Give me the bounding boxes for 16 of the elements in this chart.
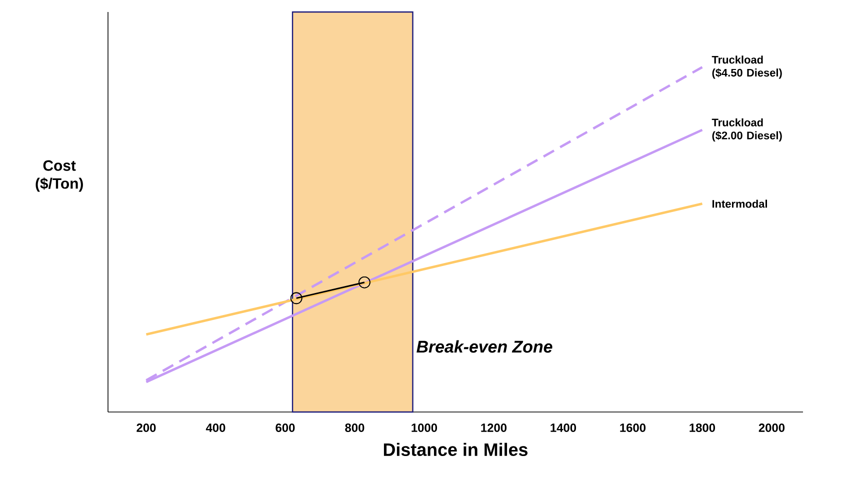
x-tick-label: 1800 bbox=[690, 424, 716, 432]
x-tick-label: 600 bbox=[276, 424, 295, 432]
series-label: Truckload ($4.50 Diesel) bbox=[712, 56, 782, 79]
x-tick-label: 400 bbox=[206, 424, 226, 432]
x-tick-label: 1600 bbox=[620, 424, 646, 432]
series-label: Truckload ($2.00 Diesel) bbox=[712, 118, 782, 142]
x-tick-label: 1000 bbox=[412, 424, 438, 432]
x-tick-label: 2000 bbox=[758, 424, 785, 432]
series-label: Intermodal bbox=[712, 200, 767, 208]
x-tick-label: 200 bbox=[136, 424, 156, 432]
x-tick-label: 1400 bbox=[550, 424, 576, 432]
x-tick-label: 800 bbox=[345, 424, 364, 432]
x-tick-label: 1200 bbox=[481, 424, 507, 432]
y-axis-title: Cost ($/Ton) bbox=[36, 160, 83, 192]
band-label: Break-even Zone bbox=[416, 340, 552, 353]
x-axis-title: Distance in Miles bbox=[384, 442, 528, 456]
